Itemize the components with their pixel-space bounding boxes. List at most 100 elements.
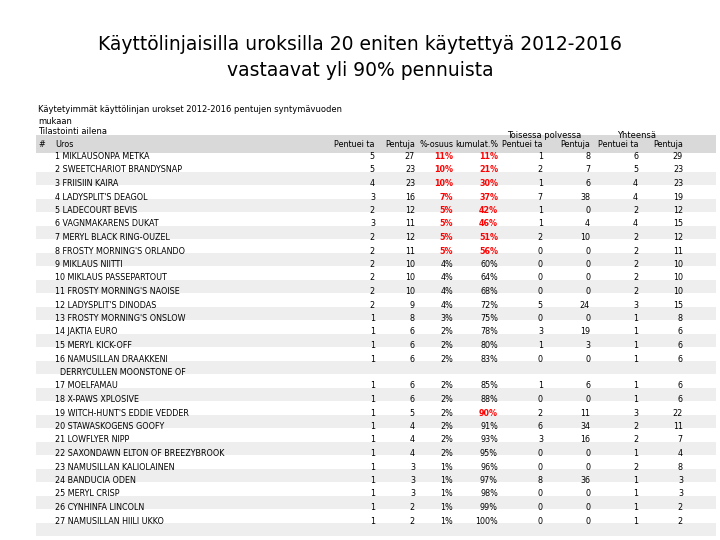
Text: 2: 2 <box>633 462 638 471</box>
Text: 6: 6 <box>585 179 590 188</box>
Text: 10: 10 <box>673 287 683 296</box>
Text: 2: 2 <box>633 260 638 269</box>
Text: 5 LADECOURT BEVIS: 5 LADECOURT BEVIS <box>55 206 138 215</box>
Text: 26 CYNHINFA LINCOLN: 26 CYNHINFA LINCOLN <box>55 503 144 512</box>
Text: 1%: 1% <box>440 503 453 512</box>
Text: 7: 7 <box>538 192 543 201</box>
Text: 1: 1 <box>370 489 375 498</box>
Text: Pentuei ta: Pentuei ta <box>335 140 375 149</box>
Text: 90%: 90% <box>479 408 498 417</box>
Text: 1: 1 <box>633 503 638 512</box>
Text: 1: 1 <box>370 503 375 512</box>
Text: 38: 38 <box>580 192 590 201</box>
Text: 2: 2 <box>370 260 375 269</box>
Text: 100%: 100% <box>475 516 498 525</box>
Text: 1: 1 <box>370 314 375 323</box>
Text: Pentuei ta: Pentuei ta <box>598 140 638 149</box>
Text: 51%: 51% <box>479 233 498 242</box>
Text: 0: 0 <box>585 395 590 404</box>
Text: 16: 16 <box>405 192 415 201</box>
Text: 2: 2 <box>538 408 543 417</box>
Text: 2: 2 <box>633 206 638 215</box>
Text: 1: 1 <box>538 341 543 350</box>
Text: 0: 0 <box>538 314 543 323</box>
Text: 91%: 91% <box>480 422 498 431</box>
Text: 78%: 78% <box>480 327 498 336</box>
Text: 8: 8 <box>410 314 415 323</box>
Text: 3: 3 <box>410 462 415 471</box>
Text: Tilastointi ailena: Tilastointi ailena <box>38 127 107 136</box>
Text: 6: 6 <box>585 381 590 390</box>
Text: 7 MERYL BLACK RING-OUZEL: 7 MERYL BLACK RING-OUZEL <box>55 233 170 242</box>
Text: Pentuja: Pentuja <box>560 140 590 149</box>
Text: 12: 12 <box>405 233 415 242</box>
FancyBboxPatch shape <box>36 334 716 347</box>
Text: 3%: 3% <box>440 314 453 323</box>
Text: 6: 6 <box>538 422 543 431</box>
Text: 2%: 2% <box>440 408 453 417</box>
Text: 0: 0 <box>585 449 590 458</box>
Text: 1%: 1% <box>440 476 453 485</box>
Text: 1: 1 <box>538 152 543 161</box>
Text: 68%: 68% <box>480 287 498 296</box>
Text: 1: 1 <box>538 179 543 188</box>
Text: 1: 1 <box>633 449 638 458</box>
Text: 0: 0 <box>585 273 590 282</box>
Text: 75%: 75% <box>480 314 498 323</box>
Text: 2: 2 <box>370 206 375 215</box>
Text: 4: 4 <box>633 179 638 188</box>
Text: 0: 0 <box>538 489 543 498</box>
Text: 2: 2 <box>370 300 375 309</box>
Text: 6: 6 <box>410 381 415 390</box>
Text: 7: 7 <box>678 435 683 444</box>
Text: 0: 0 <box>538 287 543 296</box>
Text: 95%: 95% <box>480 449 498 458</box>
Text: Pentuei ta: Pentuei ta <box>503 140 543 149</box>
Text: 0: 0 <box>585 354 590 363</box>
Text: 2: 2 <box>633 273 638 282</box>
Text: 1: 1 <box>633 327 638 336</box>
Text: 2%: 2% <box>440 354 453 363</box>
FancyBboxPatch shape <box>36 361 716 374</box>
Text: 1%: 1% <box>440 489 453 498</box>
Text: 2: 2 <box>633 246 638 255</box>
Text: 99%: 99% <box>480 503 498 512</box>
Text: 10: 10 <box>580 233 590 242</box>
Text: 1: 1 <box>370 341 375 350</box>
Text: 0: 0 <box>585 246 590 255</box>
Text: 5%: 5% <box>439 206 453 215</box>
FancyBboxPatch shape <box>36 415 716 428</box>
Text: 5: 5 <box>538 300 543 309</box>
Text: 8: 8 <box>585 152 590 161</box>
Text: 12: 12 <box>405 206 415 215</box>
Text: 1: 1 <box>370 327 375 336</box>
Text: 60%: 60% <box>480 260 498 269</box>
Text: 2: 2 <box>538 233 543 242</box>
Text: 1: 1 <box>370 516 375 525</box>
Text: 23: 23 <box>673 165 683 174</box>
Text: 3: 3 <box>538 435 543 444</box>
Text: 1: 1 <box>370 449 375 458</box>
Text: 10: 10 <box>673 273 683 282</box>
Text: 4: 4 <box>410 435 415 444</box>
Text: 1 MIKLAUSONPA METKA: 1 MIKLAUSONPA METKA <box>55 152 150 161</box>
Text: 4: 4 <box>678 449 683 458</box>
Text: 6: 6 <box>410 395 415 404</box>
FancyBboxPatch shape <box>36 307 716 320</box>
Text: 0: 0 <box>585 516 590 525</box>
Text: 1: 1 <box>370 354 375 363</box>
Text: 6: 6 <box>410 341 415 350</box>
Text: 5: 5 <box>633 165 638 174</box>
Text: 2: 2 <box>633 435 638 444</box>
Text: 2: 2 <box>370 233 375 242</box>
Text: 2%: 2% <box>440 381 453 390</box>
Text: 3: 3 <box>410 476 415 485</box>
FancyBboxPatch shape <box>36 226 716 239</box>
Text: 6: 6 <box>678 341 683 350</box>
Text: 20 STAWASKOGENS GOOFY: 20 STAWASKOGENS GOOFY <box>55 422 164 431</box>
Text: 0: 0 <box>585 260 590 269</box>
Text: 0: 0 <box>585 489 590 498</box>
Text: 22 SAXONDAWN ELTON OF BREEZYBROOK: 22 SAXONDAWN ELTON OF BREEZYBROOK <box>55 449 225 458</box>
Text: 1: 1 <box>370 395 375 404</box>
Text: 1: 1 <box>538 381 543 390</box>
